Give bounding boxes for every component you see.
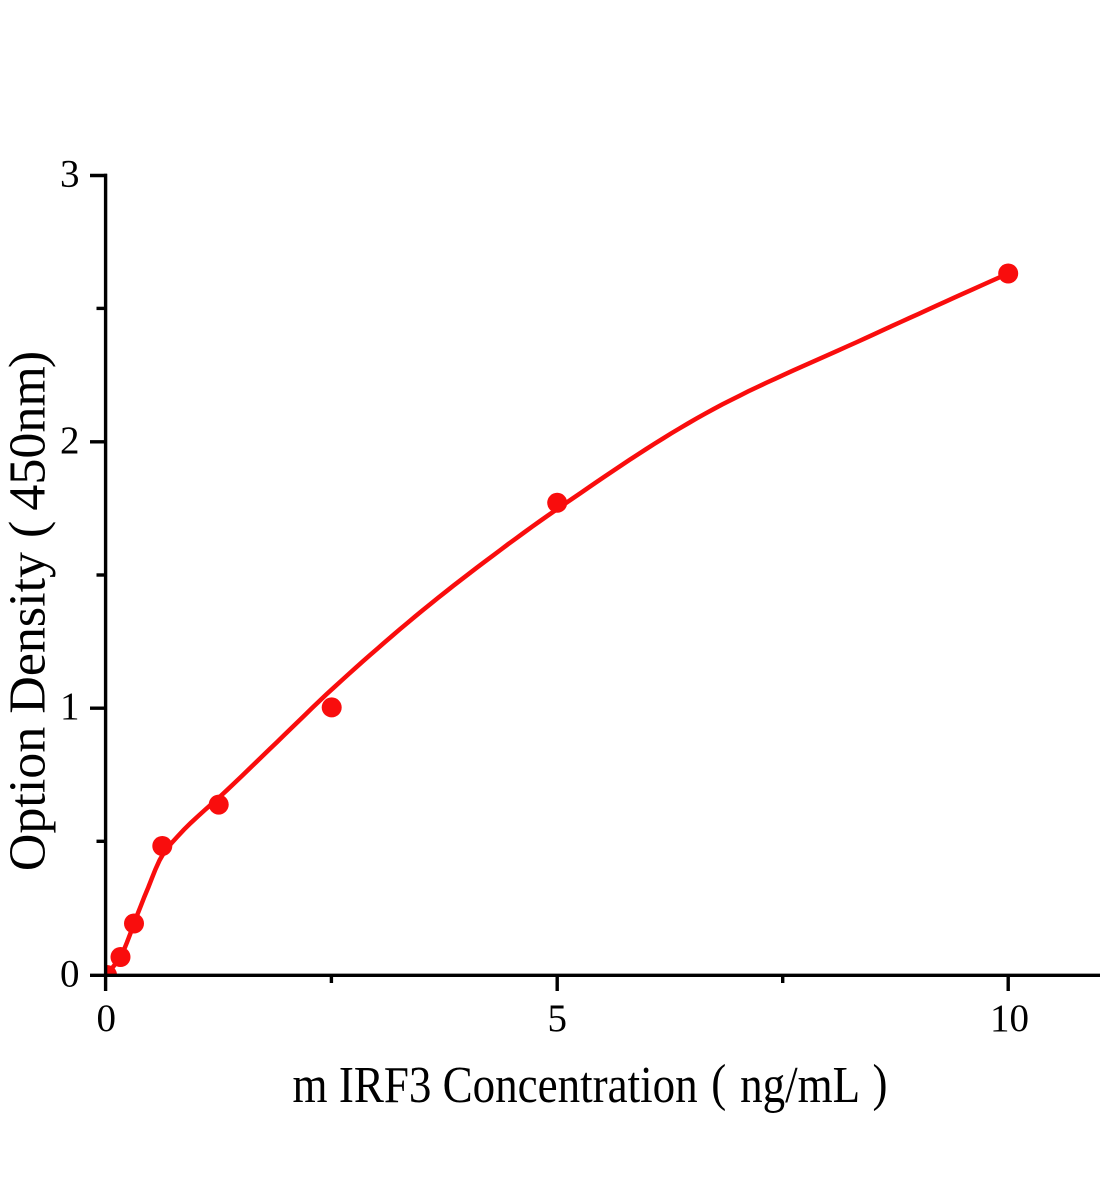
svg-text:3: 3 bbox=[60, 153, 80, 196]
svg-text:2: 2 bbox=[60, 419, 80, 462]
svg-text:m IRF3 Concentration(ng/mL): m IRF3 Concentration(ng/mL) bbox=[293, 1054, 888, 1114]
svg-text:Option Density(450nm): Option Density(450nm) bbox=[0, 351, 57, 871]
svg-text:0: 0 bbox=[96, 997, 116, 1040]
svg-text:10: 10 bbox=[990, 997, 1029, 1040]
svg-text:5: 5 bbox=[547, 997, 567, 1040]
svg-text:1: 1 bbox=[60, 685, 80, 728]
svg-text:0: 0 bbox=[60, 952, 80, 995]
